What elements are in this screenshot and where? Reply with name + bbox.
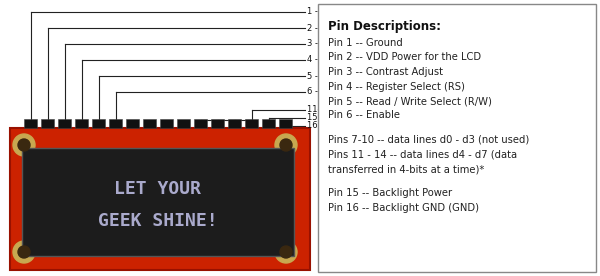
Text: 15 - Backlight Power (+): 15 - Backlight Power (+) (307, 113, 409, 123)
Bar (41, 119, 54, 128)
Bar (177, 119, 190, 128)
Text: Pins 11 - 14 -- data lines d4 - d7 (data: Pins 11 - 14 -- data lines d4 - d7 (data (328, 150, 517, 160)
Text: Pins 7-10 -- data lines d0 - d3 (not used): Pins 7-10 -- data lines d0 - d3 (not use… (328, 135, 529, 145)
Text: Pin Descriptions:: Pin Descriptions: (328, 20, 441, 33)
Circle shape (275, 241, 297, 263)
Bar (211, 119, 224, 128)
Bar (262, 119, 275, 128)
Text: 3 - Contrast Adjust: 3 - Contrast Adjust (307, 39, 386, 49)
Text: 16 - Backlight GND (-): 16 - Backlight GND (-) (307, 121, 399, 131)
Bar (75, 119, 88, 128)
Bar (194, 119, 207, 128)
Text: GEEK SHINE!: GEEK SHINE! (98, 213, 218, 230)
Text: transferred in 4-bits at a time)*: transferred in 4-bits at a time)* (328, 164, 484, 174)
Bar (10, 128, 310, 270)
Circle shape (280, 139, 292, 151)
Text: Pin 2 -- VDD Power for the LCD: Pin 2 -- VDD Power for the LCD (328, 52, 481, 62)
Text: Pin 1 -- Ground: Pin 1 -- Ground (328, 38, 403, 48)
Text: Pin 16 -- Backlight GND (GND): Pin 16 -- Backlight GND (GND) (328, 203, 479, 213)
Text: LET YOUR: LET YOUR (115, 180, 202, 198)
Bar (143, 119, 156, 128)
Bar (228, 119, 241, 128)
Circle shape (13, 241, 35, 263)
Text: 5 - R/W (Read/Write Select): 5 - R/W (Read/Write Select) (307, 71, 422, 81)
Text: 4 - RS (Register Select): 4 - RS (Register Select) (307, 55, 404, 65)
Bar (160, 119, 173, 128)
Circle shape (13, 134, 35, 156)
Text: 11-14 - Data pins (d4-d7)*: 11-14 - Data pins (d4-d7)* (307, 105, 417, 115)
Text: 6 - Enable: 6 - Enable (307, 87, 349, 97)
Bar (279, 119, 292, 128)
Circle shape (275, 134, 297, 156)
Circle shape (280, 246, 292, 258)
Text: 2 - VDD (+ 3.3V / 5V): 2 - VDD (+ 3.3V / 5V) (307, 23, 396, 33)
Bar (92, 119, 105, 128)
Text: Pin 5 -- Read / Write Select (R/W): Pin 5 -- Read / Write Select (R/W) (328, 96, 492, 106)
Text: 1 - GND: 1 - GND (307, 7, 340, 17)
Text: Pin 3 -- Contrast Adjust: Pin 3 -- Contrast Adjust (328, 67, 443, 77)
Bar (245, 119, 258, 128)
Bar (109, 119, 122, 128)
Bar (126, 119, 139, 128)
Circle shape (18, 139, 30, 151)
Bar (58, 119, 71, 128)
Circle shape (18, 246, 30, 258)
Text: Pin 15 -- Backlight Power: Pin 15 -- Backlight Power (328, 189, 452, 198)
Bar (22, 148, 294, 256)
Text: Pin 4 -- Register Select (RS): Pin 4 -- Register Select (RS) (328, 81, 465, 92)
Text: Pin 6 -- Enable: Pin 6 -- Enable (328, 110, 400, 121)
Bar (24, 119, 37, 128)
Bar (318, 4, 596, 272)
